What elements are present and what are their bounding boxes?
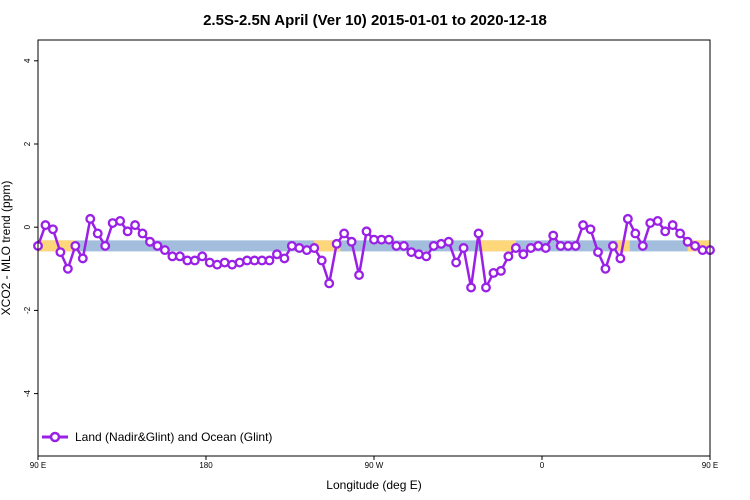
data-point [667,220,678,231]
data-point [570,240,581,251]
y-tick-label: 0 [23,224,32,229]
data-point [383,234,394,245]
data-point [92,228,103,239]
data-point [85,213,96,224]
data-point [421,251,432,262]
chart-title: 2.5S-2.5N April (Ver 10) 2015-01-01 to 2… [203,12,547,29]
x-axis: 90 E 180 90 W 0 90 E [30,456,718,470]
data-point [197,251,208,262]
data-point [55,247,66,258]
data-point [578,220,589,231]
series-line-0 [36,217,710,289]
data-point [682,236,693,247]
data-point [130,220,141,231]
legend-marker [49,431,61,443]
data-point [622,213,633,224]
x-tick-label: 90 E [702,461,718,470]
data-point [630,228,641,239]
data-point [690,240,701,251]
data-point [443,236,454,247]
data-point [137,228,148,239]
data-point [264,255,275,266]
data-point [331,238,342,249]
data-point [495,265,506,276]
data-point [607,240,618,251]
data-point [398,240,409,251]
data-point [152,240,163,251]
data-point [339,228,350,239]
data-point [451,257,462,268]
data-point [324,278,335,289]
data-point [660,226,671,237]
y-axis: -4 -2 0 2 4 [23,58,38,397]
data-point [637,240,648,251]
data-point [458,243,469,253]
data-point [77,253,88,264]
x-tick-label: 0 [540,461,545,470]
data-point [354,270,365,280]
data-point [481,282,491,293]
data-point [675,228,686,239]
x-tick-label: 90 W [365,461,384,470]
x-tick-label: 180 [199,461,213,470]
data-point [503,251,514,262]
data-point [346,236,357,247]
data-point [271,249,282,260]
data-point [115,216,126,226]
data-point [466,282,477,293]
data-point [47,224,58,235]
data-point [122,226,133,237]
data-point [174,251,185,262]
data-point [510,243,521,253]
data-point [40,220,51,231]
data-point [593,247,603,258]
data-point [189,255,200,266]
data-point [145,236,155,247]
data-point [62,263,73,274]
data-point [540,243,551,253]
y-tick-label: 4 [23,58,32,63]
x-tick-label: 90 E [30,461,46,470]
data-point [316,255,327,266]
data-point [279,253,290,264]
data-point [361,226,372,237]
data-point [473,228,484,239]
series-layer [33,213,715,293]
data-point [159,245,170,256]
data-point [309,243,320,253]
y-tick-label: -2 [23,306,32,314]
data-point [70,240,81,251]
data-point [652,216,663,226]
legend-label: Land (Nadir&Glint) and Ocean (Glint) [75,430,272,444]
data-point [585,224,596,235]
data-point [518,249,529,260]
x-axis-label: Longitude (deg E) [326,478,421,492]
data-point [615,253,626,264]
data-point [600,263,611,274]
y-tick-label: -4 [23,389,32,397]
data-point [100,240,111,251]
data-point [548,230,559,241]
legend: Land (Nadir&Glint) and Ocean (Glint) [42,430,272,444]
y-axis-label: XCO2 - MLO trend (ppm) [0,181,13,316]
y-tick-label: 2 [23,141,32,146]
